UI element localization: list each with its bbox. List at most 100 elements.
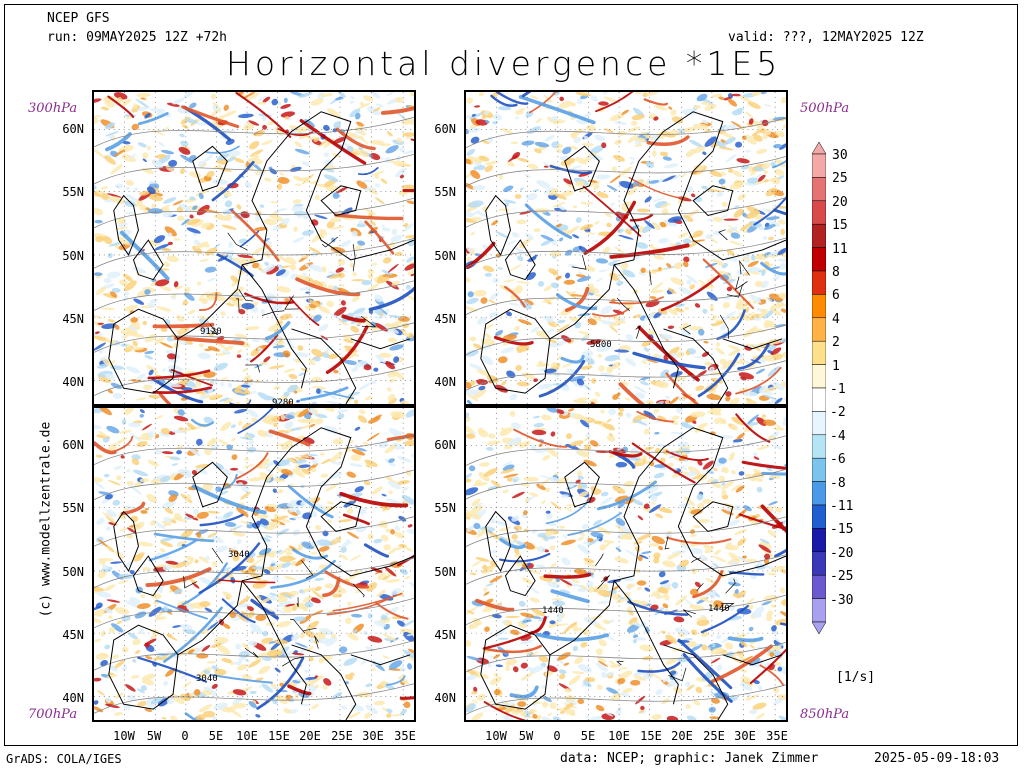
lon-label-5E: 5E: [208, 729, 224, 743]
colorbar-segment: [812, 551, 826, 576]
colorbar-tick-label: 11: [832, 241, 848, 257]
lat-label-60N: 60N: [62, 122, 84, 136]
lat-label-40N: 40N: [62, 691, 84, 705]
colorbar-segment: [812, 574, 826, 599]
lat-label-40N: 40N: [434, 691, 456, 705]
colorbar-tick-label: -1: [830, 382, 846, 397]
lon-label-20E: 20E: [671, 729, 693, 743]
lat-label-50N: 50N: [434, 565, 456, 579]
contour-label: 3040: [228, 550, 250, 560]
lon-label-5W: 5W: [518, 729, 534, 743]
footer-software: GrADS: COLA/IGES: [6, 752, 122, 766]
contour-label: 1440: [542, 606, 564, 616]
lat-label-50N: 50N: [62, 249, 84, 263]
lon-label-25E: 25E: [703, 729, 725, 743]
colorbar-tick-label: 2: [832, 335, 840, 351]
lon-label-0: 0: [181, 729, 189, 743]
colorbar-segment: [812, 317, 826, 342]
colorbar-segment: [812, 528, 826, 553]
lon-label-0: 0: [553, 729, 561, 743]
lat-label-60N: 60N: [62, 438, 84, 452]
panel-850hpa: [464, 406, 788, 722]
lat-label-40N: 40N: [434, 375, 456, 389]
colorbar-tick-label: 15: [832, 218, 848, 234]
lat-label-55N: 55N: [434, 501, 456, 515]
lat-label-55N: 55N: [434, 185, 456, 199]
lon-label-25E: 25E: [331, 729, 353, 743]
colorbar-tick-label: -11: [830, 499, 854, 514]
lon-label-10E: 10E: [236, 729, 258, 743]
colorbar-segment: [812, 387, 826, 412]
map-title: Horizontal divergence *1E5: [226, 44, 782, 83]
colorbar-bottom-arrow: [812, 621, 826, 635]
lat-label-50N: 50N: [62, 565, 84, 579]
colorbar-tick-label: -20: [830, 545, 854, 561]
colorbar-segment: [812, 223, 826, 248]
level-label-700: 700hPa: [28, 707, 78, 722]
colorbar-segment: [812, 270, 826, 295]
lat-label-60N: 60N: [434, 438, 456, 452]
lon-label-20E: 20E: [299, 729, 321, 743]
map-300hpa: [94, 92, 414, 404]
level-label-300: 300hPa: [28, 101, 78, 116]
map-700hpa: [94, 408, 414, 720]
run-info: run: 09MAY2025 12Z +72h: [47, 30, 228, 45]
lon-label-10W: 10W: [113, 729, 135, 743]
colorbar-tick-label: 20: [832, 194, 848, 210]
colorbar-tick-label: 6: [832, 288, 840, 304]
colorbar-tick-label: -25: [830, 569, 854, 585]
contour-label: 5800: [590, 340, 612, 350]
valid-time: valid: ???, 12MAY2025 12Z: [728, 30, 924, 45]
lat-label-45N: 45N: [62, 312, 84, 326]
lat-label-45N: 45N: [62, 628, 84, 642]
panel-300hpa: [92, 90, 416, 406]
colorbar-tick-label: 30: [832, 148, 848, 163]
lat-label-40N: 40N: [62, 375, 84, 389]
colorbar-tick-label: 1: [832, 358, 840, 374]
contour-label: 1440: [708, 604, 730, 614]
contour-label: 9280: [272, 398, 294, 408]
lon-label-10E: 10E: [608, 729, 630, 743]
figure-frame: [4, 4, 1018, 746]
colorbar-segment: [812, 177, 826, 202]
panel-500hpa: [464, 90, 788, 406]
level-label-500: 500hPa: [800, 101, 850, 116]
colorbar-segment: [812, 200, 826, 225]
contour-label: 9120: [200, 327, 222, 337]
colorbar-tick-label: 25: [832, 171, 848, 187]
colorbar-segment: [812, 457, 826, 482]
lon-label-5W: 5W: [146, 729, 162, 743]
colorbar-segment: [812, 340, 826, 365]
lon-label-30E: 30E: [362, 729, 384, 743]
colorbar-segment: [812, 598, 826, 623]
colorbar-tick-label: 4: [832, 311, 840, 327]
colorbar-segment: [812, 481, 826, 506]
lat-label-45N: 45N: [434, 628, 456, 642]
colorbar-top-arrow: [812, 142, 826, 155]
colorbar-tick-label: -4: [830, 428, 846, 444]
lat-label-50N: 50N: [434, 249, 456, 263]
map-850hpa: [466, 408, 786, 720]
lat-label-60N: 60N: [434, 122, 456, 136]
level-label-850: 850hPa: [800, 707, 850, 722]
colorbar-unit: [1/s]: [836, 670, 876, 685]
colorbar: [812, 142, 826, 635]
panel-700hpa: [92, 406, 416, 722]
model-name: NCEP GFS: [47, 11, 110, 26]
colorbar-tick-label: -30: [830, 592, 854, 608]
map-500hpa: [466, 92, 786, 404]
colorbar-segment: [812, 294, 826, 319]
colorbar-segment: [812, 153, 826, 178]
colorbar-tick-label: -15: [830, 522, 854, 538]
lon-label-35E: 35E: [766, 729, 788, 743]
colorbar-tick-label: -2: [830, 405, 846, 421]
lat-label-45N: 45N: [434, 312, 456, 326]
lon-label-30E: 30E: [734, 729, 756, 743]
lon-label-35E: 35E: [394, 729, 416, 743]
colorbar-tick-label: -8: [830, 475, 846, 491]
lon-label-15E: 15E: [640, 729, 662, 743]
lon-label-15E: 15E: [268, 729, 290, 743]
colorbar-segment: [812, 364, 826, 389]
colorbar-tick-label: -6: [830, 452, 846, 468]
colorbar-segment: [812, 247, 826, 272]
